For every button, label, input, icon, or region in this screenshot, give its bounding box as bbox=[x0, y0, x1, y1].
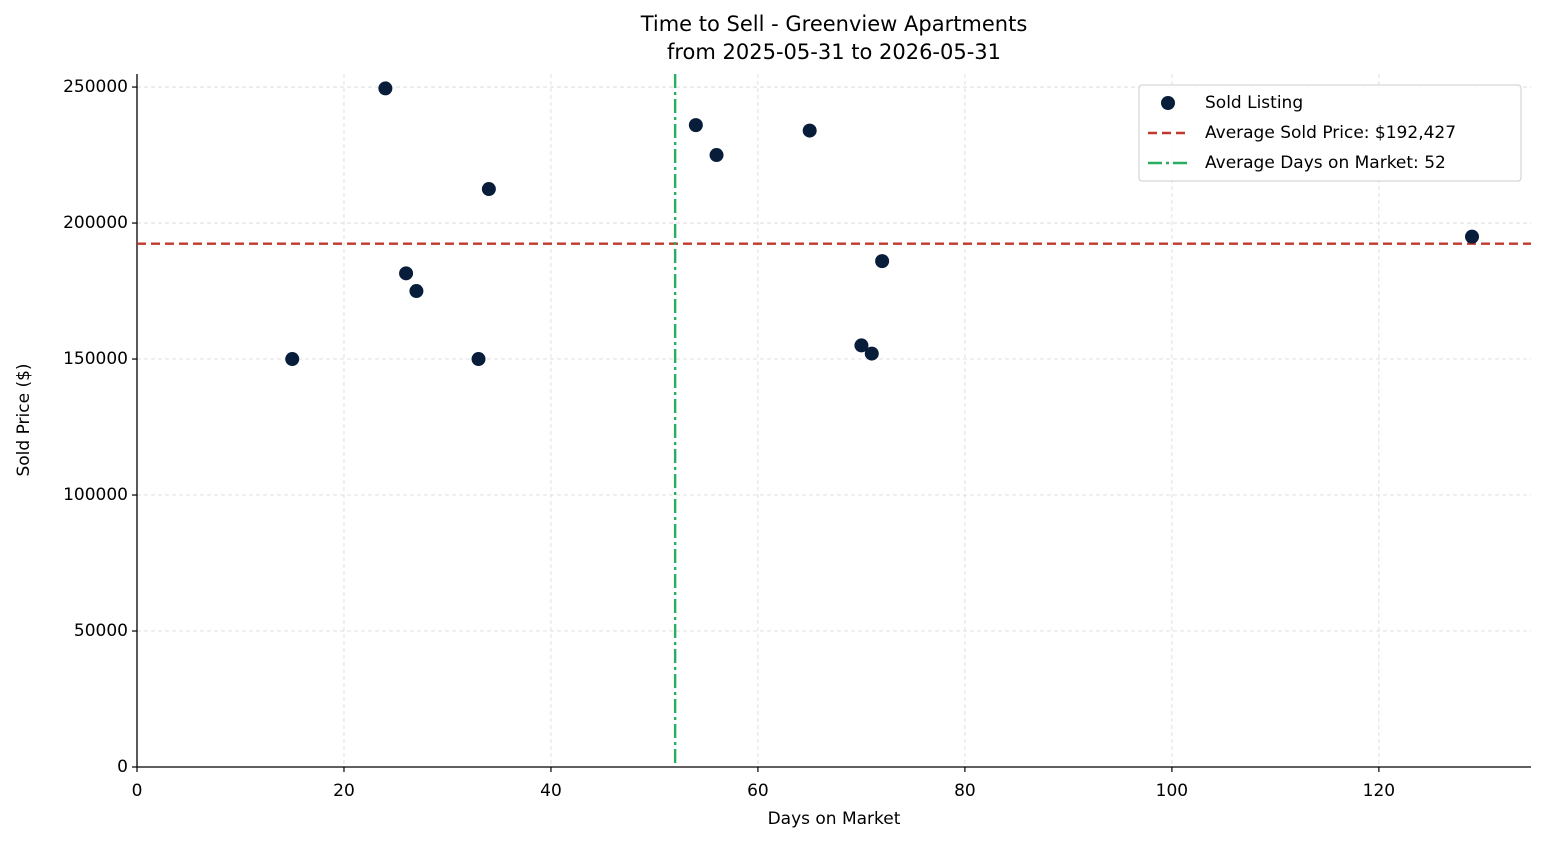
legend-label: Average Days on Market: 52 bbox=[1205, 153, 1446, 173]
y-tick-label: 250000 bbox=[63, 77, 128, 97]
y-tick-label: 100000 bbox=[63, 485, 128, 505]
x-tick-label: 20 bbox=[333, 781, 355, 801]
legend-label: Average Sold Price: $192,427 bbox=[1205, 123, 1456, 143]
x-tick-label: 60 bbox=[747, 781, 769, 801]
chart-title: Time to Sell - Greenview Apartments bbox=[640, 12, 1028, 36]
x-tick-label: 40 bbox=[540, 781, 562, 801]
data-point bbox=[802, 123, 817, 138]
y-tick-label: 150000 bbox=[63, 349, 128, 369]
legend-marker bbox=[1161, 96, 1175, 110]
legend: Sold Listing Average Sold Price: $192,427… bbox=[1138, 84, 1522, 182]
x-axis-label: Days on Market bbox=[768, 809, 901, 829]
data-point bbox=[1465, 229, 1480, 244]
data-point bbox=[399, 266, 414, 281]
y-axis-label: Sold Price ($) bbox=[14, 363, 34, 476]
data-point bbox=[409, 284, 424, 299]
data-point bbox=[481, 182, 496, 197]
chart-subtitle: from 2025-05-31 to 2026-05-31 bbox=[667, 40, 1001, 64]
data-point bbox=[709, 148, 724, 163]
x-tick-label: 80 bbox=[954, 781, 976, 801]
data-point bbox=[378, 81, 393, 96]
legend-box bbox=[1138, 84, 1522, 182]
x-tick-label: 120 bbox=[1363, 781, 1395, 801]
x-tick-label: 100 bbox=[1156, 781, 1188, 801]
data-point bbox=[688, 118, 703, 133]
data-point bbox=[864, 346, 879, 361]
legend-label: Sold Listing bbox=[1205, 93, 1303, 113]
y-tick-label: 0 bbox=[117, 757, 128, 777]
data-point bbox=[471, 352, 486, 367]
y-tick-label: 50000 bbox=[74, 621, 128, 641]
data-point bbox=[875, 254, 890, 269]
data-point bbox=[854, 338, 869, 353]
data-point bbox=[285, 352, 300, 367]
x-tick-label: 0 bbox=[132, 781, 143, 801]
y-tick-label: 200000 bbox=[63, 213, 128, 233]
